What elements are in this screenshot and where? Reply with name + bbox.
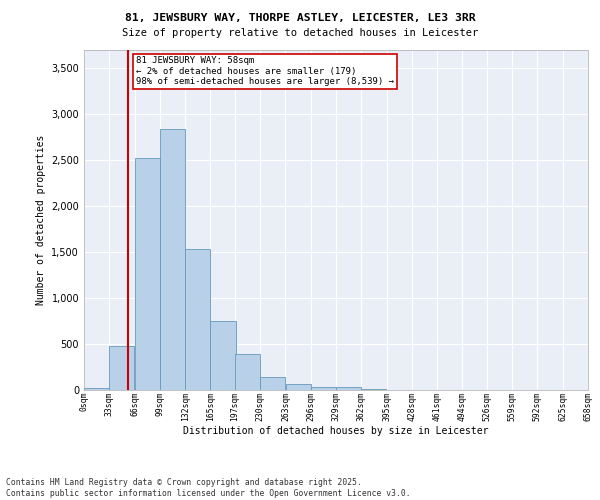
- X-axis label: Distribution of detached houses by size in Leicester: Distribution of detached houses by size …: [183, 426, 489, 436]
- Bar: [109, 346, 134, 390]
- Bar: [336, 387, 361, 390]
- Bar: [361, 389, 386, 390]
- Text: 81 JEWSBURY WAY: 58sqm
← 2% of detached houses are smaller (179)
98% of semi-det: 81 JEWSBURY WAY: 58sqm ← 2% of detached …: [136, 56, 394, 86]
- Text: Contains HM Land Registry data © Crown copyright and database right 2025.
Contai: Contains HM Land Registry data © Crown c…: [6, 478, 410, 498]
- Bar: [260, 376, 286, 390]
- Bar: [84, 388, 109, 390]
- Text: Size of property relative to detached houses in Leicester: Size of property relative to detached ho…: [122, 28, 478, 38]
- Bar: [185, 250, 210, 390]
- Bar: [134, 158, 160, 390]
- Y-axis label: Number of detached properties: Number of detached properties: [36, 135, 46, 305]
- Bar: [211, 321, 236, 390]
- Bar: [311, 387, 336, 390]
- Text: 81, JEWSBURY WAY, THORPE ASTLEY, LEICESTER, LE3 3RR: 81, JEWSBURY WAY, THORPE ASTLEY, LEICEST…: [125, 12, 475, 22]
- Bar: [286, 384, 311, 390]
- Bar: [160, 129, 185, 390]
- Bar: [235, 354, 260, 390]
